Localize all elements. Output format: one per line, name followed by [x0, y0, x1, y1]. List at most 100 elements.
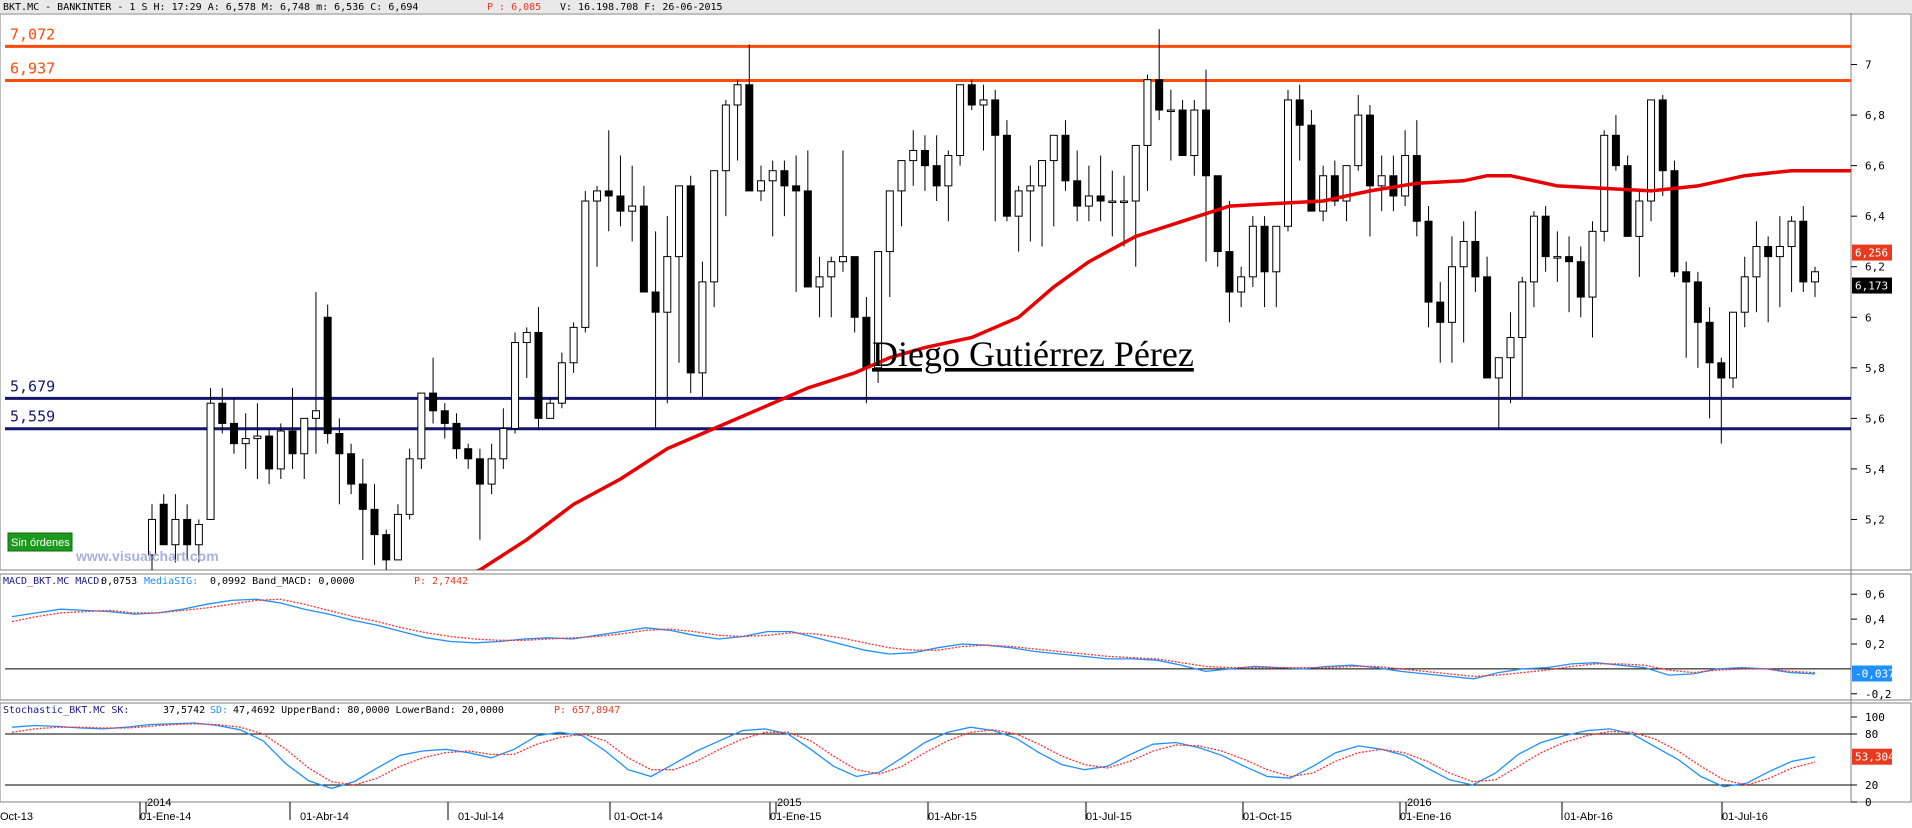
last-value-badge [1852, 277, 1892, 294]
candle-body [991, 99, 1000, 136]
candlestick-series [148, 29, 1819, 570]
stochastic-plot: 100 80 20 0 53,304 [5, 711, 1895, 809]
candle-body [347, 453, 356, 485]
mediasig-line [11, 598, 1816, 678]
candle-body [745, 84, 754, 192]
price-tick-label: 6,8 [1865, 109, 1885, 122]
moving-average-line [474, 168, 1851, 570]
candle-body [1038, 160, 1047, 187]
candle-body [1108, 200, 1117, 204]
candle-body [756, 180, 765, 192]
stoch-header-sd-value: 47,4692 UpperBand: 80,0000 LowerBand: 20… [233, 705, 504, 716]
candle-body [768, 170, 777, 182]
candle-body [815, 276, 824, 288]
candle-body [511, 342, 520, 429]
price-tick-label: 6 [1865, 311, 1872, 324]
order-status-badge[interactable] [7, 532, 73, 552]
time-axis-label: Oct-13 [0, 811, 33, 823]
candle-body [265, 435, 274, 470]
time-axis-label: 01-Ene-16 [1400, 811, 1451, 823]
candle-body [1647, 99, 1656, 202]
candle-body [1623, 165, 1632, 237]
candle-body [358, 483, 367, 510]
candle-body [1459, 240, 1468, 268]
last-value-label: 6,256 [1855, 247, 1888, 260]
macd-header-sig-value: 0,0992 Band_MACD: 0,0000 [210, 576, 355, 587]
candle-body [1248, 225, 1257, 278]
price-tick-label: 5,6 [1865, 412, 1885, 425]
indicator-last-badge [1852, 665, 1892, 682]
candle-body [827, 261, 836, 278]
candle-body [1811, 271, 1819, 283]
stoch-header-sk: 37,5742 [163, 705, 205, 716]
time-axis-label: 01-Oct-15 [1243, 811, 1292, 823]
indicator-tick-label: 0,2 [1865, 638, 1885, 651]
indicator-tick-label: 0,4 [1865, 613, 1885, 626]
candle-body [967, 84, 976, 106]
panel-frame-0 [0, 13, 1912, 571]
candle-body [1740, 276, 1749, 313]
sd-line [11, 723, 1816, 786]
candle-body [932, 165, 941, 187]
author-label: Diego Gutiérrez Pérez [872, 334, 1194, 374]
macd-plot: 0,6 0,4 0,2 -0,2 -0,037 [5, 588, 1895, 701]
candle-body [1319, 175, 1328, 212]
time-axis-label: 01-Abr-14 [300, 811, 349, 823]
candle-body [1342, 165, 1351, 202]
candle-body [675, 185, 684, 258]
candle-body [1213, 175, 1222, 253]
candle-body [1190, 109, 1199, 157]
indicator-last-label: 53,304 [1855, 751, 1895, 764]
candle-body [733, 84, 742, 106]
watermark: www.visualchart.com [75, 548, 219, 564]
candle-body [1131, 144, 1140, 202]
candle-body [1799, 220, 1808, 283]
candle-body [522, 331, 531, 344]
candle-body [1307, 124, 1316, 212]
candle-body [183, 518, 192, 546]
candle-body [206, 402, 215, 520]
candle-body [721, 104, 730, 172]
candle-body [604, 190, 613, 197]
candle-body [956, 84, 965, 157]
candle-body [1120, 200, 1129, 204]
macd-header-p: P: 2,7442 [414, 576, 468, 587]
candle-body [557, 362, 566, 404]
price-tick-label: 6,2 [1865, 261, 1885, 274]
candle-body [803, 190, 812, 288]
support-1-label: 5,679 [10, 377, 55, 395]
candle-body [593, 190, 602, 202]
macd-line [11, 598, 1816, 680]
candle-body [1717, 362, 1726, 379]
candle-body [651, 291, 660, 313]
candle-body [1600, 134, 1609, 232]
time-axis-label: 01-Jul-15 [1086, 811, 1132, 823]
candle-body [1705, 321, 1714, 364]
candle-body [475, 458, 484, 485]
indicator-tick-label: 0 [1865, 796, 1872, 809]
candle-body [850, 256, 859, 318]
candle-body [487, 458, 496, 485]
candle-body [1752, 246, 1761, 278]
candle-body [335, 433, 344, 455]
candle-body [1729, 311, 1738, 379]
price-last-value-badges: 6,256 6,173 [1852, 244, 1892, 294]
candle-body [148, 518, 156, 556]
candle-body [1541, 215, 1550, 258]
time-axis-label: 01-Ene-15 [770, 811, 821, 823]
candle-body [1237, 276, 1246, 293]
candle-body [1670, 170, 1679, 273]
candle-body [1424, 220, 1433, 303]
candle-body [218, 402, 227, 424]
candle-body [1494, 357, 1503, 379]
candle-body [429, 392, 438, 412]
candle-body [909, 149, 918, 162]
candle-body [1073, 180, 1082, 207]
resistance-1-label: 7,072 [10, 25, 55, 43]
panel-frame-1 [0, 573, 1912, 701]
macd-header-name: MACD_BKT.MC MACD: [3, 576, 105, 587]
candle-body [1166, 109, 1175, 113]
candle-body [452, 422, 461, 450]
candle-body [1764, 246, 1773, 258]
